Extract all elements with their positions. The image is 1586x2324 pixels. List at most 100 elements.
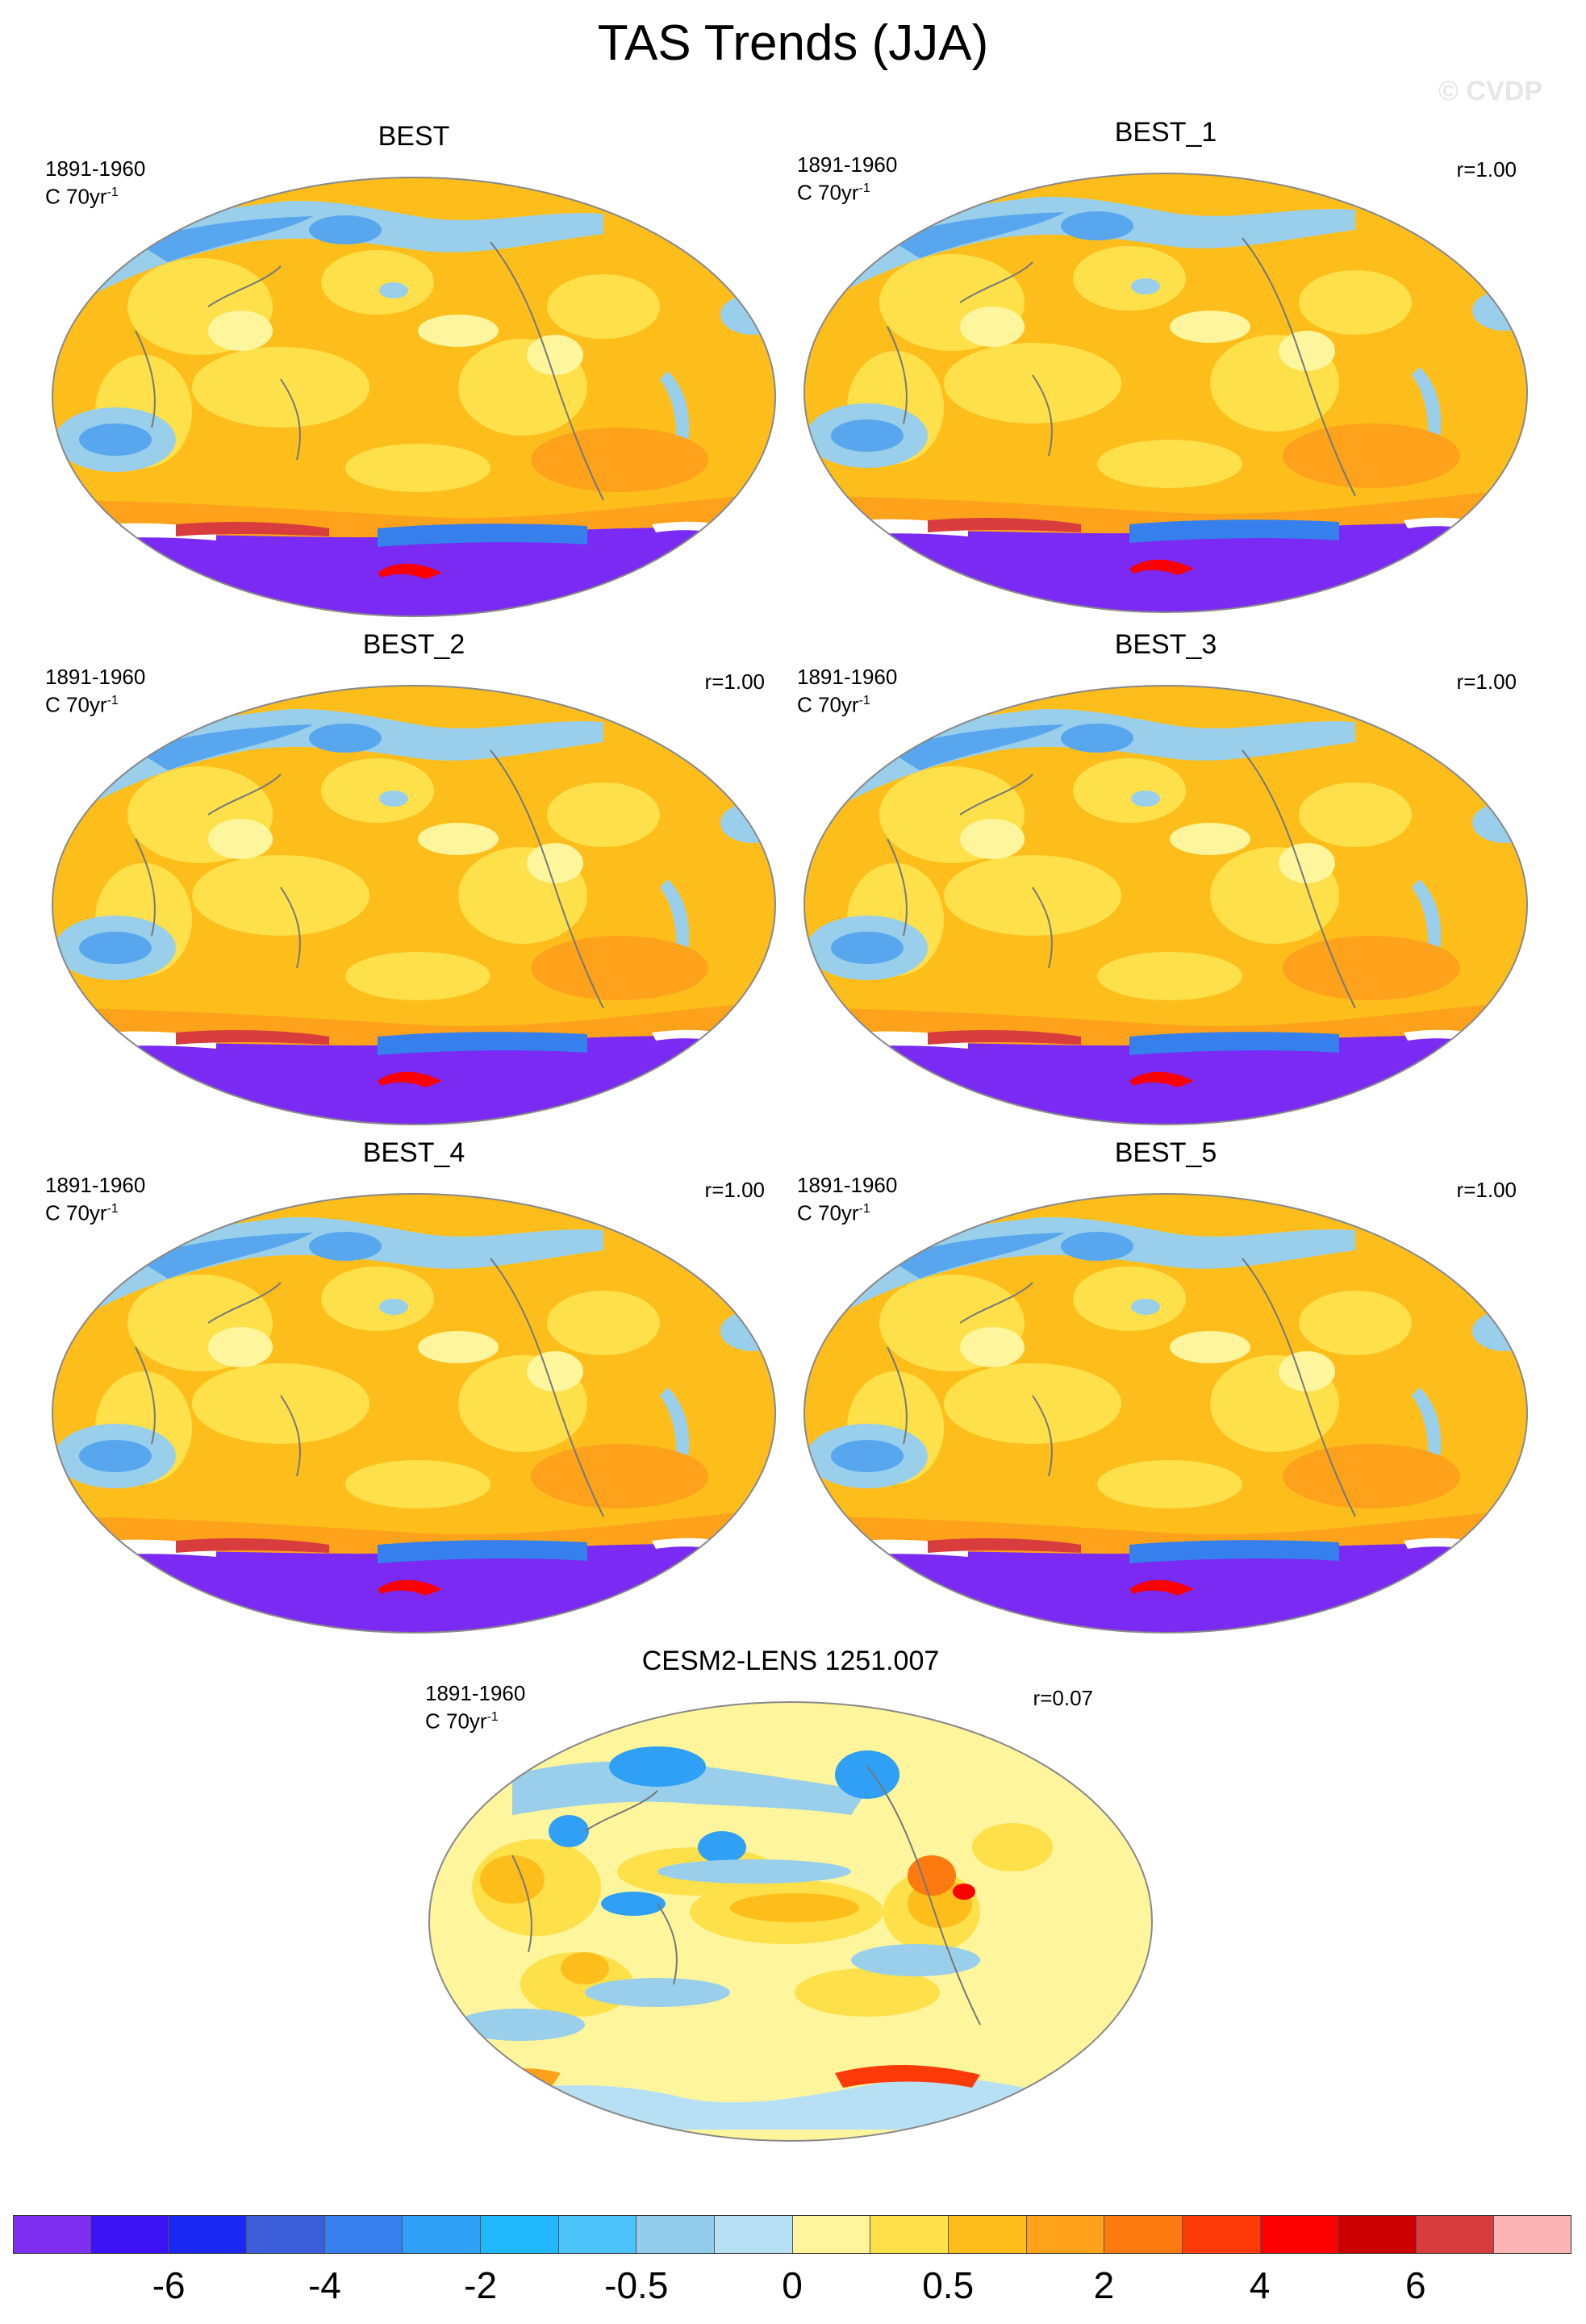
colorbar-box (324, 2215, 403, 2254)
units-label: C 70yr-1 (797, 180, 870, 205)
light-warm-patch (547, 1291, 660, 1355)
neutral-patch (527, 1351, 583, 1391)
colorbar-tick-label: 0.5 (922, 2264, 975, 2306)
panel-best-4: BEST_4 1891-1960 C 70yr-1 r=1.00 (39, 1137, 789, 1638)
warm-patch (730, 1893, 859, 1922)
hot-streak (176, 1538, 329, 1553)
cool-patch (720, 1311, 775, 1351)
cold-patch (835, 1750, 899, 1799)
trend-map (803, 173, 1528, 613)
hot-streak (176, 522, 329, 536)
colorbar-box (90, 2215, 169, 2254)
cool-patch (1131, 278, 1160, 294)
light-warm-patch (944, 855, 1121, 936)
cold-band (887, 212, 1065, 258)
cold-patch (309, 215, 382, 244)
correlation-label: r=1.00 (1456, 1178, 1517, 1202)
neutral-patch (527, 335, 583, 375)
map-outline (803, 685, 1528, 1125)
panel-title: BEST_5 (1114, 1137, 1217, 1168)
red-streak (1129, 1071, 1194, 1087)
blue-streak (378, 1032, 587, 1055)
cool-patch (657, 1859, 851, 1884)
red-streak (378, 563, 442, 579)
period-label: 1891-1960 (425, 1681, 526, 1705)
units-label: C 70yr-1 (797, 692, 870, 717)
map-field (429, 1702, 1152, 2141)
light-warm-patch (547, 274, 660, 339)
colorbar-tick-label: -0.5 (604, 2264, 669, 2306)
cold-patch (831, 1440, 904, 1472)
neutral-patch (960, 307, 1025, 347)
colorbar-tick-label: 6 (1405, 2264, 1426, 2306)
map-field (52, 686, 775, 1124)
map-field (804, 686, 1527, 1124)
orange-patch (1283, 1444, 1460, 1508)
cool-patch (1131, 791, 1160, 807)
hot-streak (176, 1030, 329, 1045)
trend-map (428, 1701, 1153, 2142)
colorbar-box (13, 2215, 91, 2254)
coastline (135, 1258, 604, 1517)
light-warm-patch (1073, 246, 1186, 311)
colorbar-box (1104, 2215, 1183, 2254)
neutral-patch (527, 843, 583, 883)
panel-best-1: BEST_1 1891-1960 C 70yr-1 r=1.00 (791, 117, 1541, 617)
colorbar-box (714, 2215, 793, 2254)
light-warm-patch (321, 1266, 434, 1331)
cold-patch (831, 419, 904, 452)
cold-patch (831, 932, 904, 964)
colorbar-box (1338, 2215, 1417, 2254)
cool-band (512, 1761, 867, 1815)
neutral-patch (208, 819, 273, 859)
cool-patch (379, 791, 408, 807)
panel-title: BEST_1 (1114, 117, 1217, 148)
neutral-patch (208, 311, 273, 351)
cold-band (136, 216, 313, 262)
map-outline (52, 685, 776, 1125)
cold-patch (1061, 1232, 1133, 1261)
map-outline (52, 177, 776, 617)
neutral-patch (1170, 823, 1250, 855)
panel-title: BEST_2 (362, 629, 465, 660)
neutral-patch (1170, 1331, 1250, 1363)
light-warm-patch (345, 1460, 490, 1508)
orange-patch (531, 428, 708, 492)
red-streak (1129, 559, 1194, 575)
panel-title: BEST (378, 121, 450, 152)
coastline (135, 241, 604, 501)
correlation-label: r=0.07 (1033, 1686, 1093, 1710)
hot-spot (953, 1884, 975, 1900)
cool-patch (1472, 1311, 1527, 1351)
cold-patch (609, 1746, 706, 1787)
orange-patch (531, 936, 708, 1000)
light-warm-patch (547, 782, 660, 847)
trend-map (52, 1193, 776, 1633)
colorbar-box (480, 2215, 559, 2254)
period-label: 1891-1960 (45, 665, 146, 689)
map-outline (803, 1193, 1528, 1633)
units-label: C 70yr-1 (425, 1709, 499, 1734)
panel-title: CESM2-LENS 1251.007 (641, 1646, 940, 1676)
light-warm-patch (972, 1823, 1053, 1871)
cold-patch (1061, 211, 1133, 240)
panel-best-2: BEST_2 1891-1960 C 70yr-1 r=1.00 (39, 629, 789, 1129)
cool-patch (456, 2009, 585, 2041)
light-warm-patch (1097, 1460, 1242, 1508)
light-warm-patch (1097, 952, 1242, 1000)
period-label: 1891-1960 (797, 152, 898, 177)
trend-map (52, 685, 776, 1125)
correlation-label: r=1.00 (704, 670, 765, 694)
colorbar-box (169, 2215, 247, 2254)
cold-patch (601, 1892, 666, 1916)
light-warm-patch (321, 758, 434, 823)
map-outline (52, 1193, 776, 1633)
cool-patch (851, 1944, 980, 1976)
hot-streak (928, 518, 1081, 532)
hot-patch (908, 1855, 956, 1896)
period-label: 1891-1960 (797, 665, 898, 689)
neutral-patch (1279, 843, 1335, 883)
panel-best-3: BEST_3 1891-1960 C 70yr-1 r=1.00 (791, 629, 1541, 1129)
light-warm-patch (944, 1363, 1121, 1444)
light-warm-patch (192, 855, 369, 936)
